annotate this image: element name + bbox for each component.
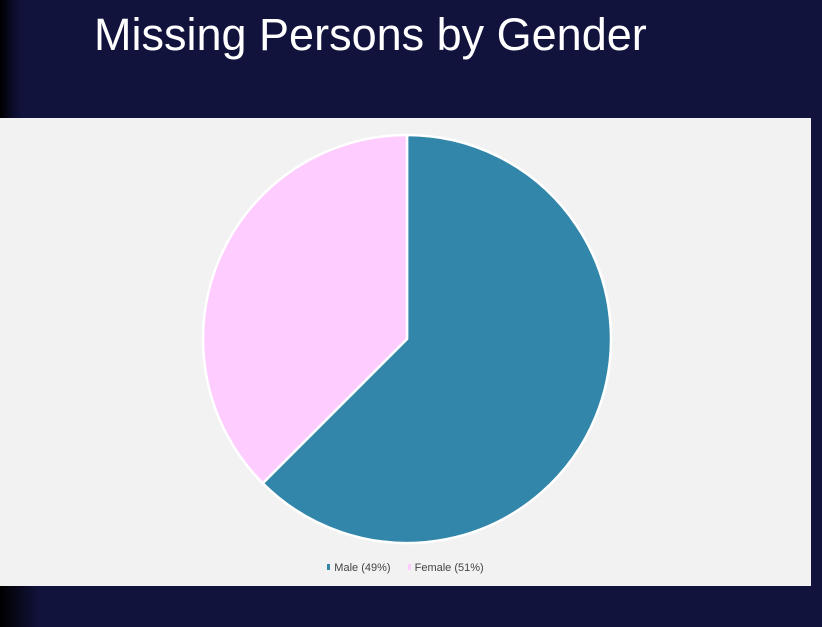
pie-slices <box>201 133 613 545</box>
legend-swatch-female <box>407 564 411 571</box>
legend-item-female: Female (51%) <box>407 562 484 575</box>
chart-panel: Male (49%) Female (51%) <box>0 118 811 586</box>
legend-label-male: Male (49%) <box>334 562 391 574</box>
legend-swatch-male <box>327 564 331 571</box>
chart-legend: Male (49%) Female (51%) <box>0 562 811 575</box>
pie-slice-male <box>261 133 613 545</box>
legend-label-female: Female (51%) <box>414 562 484 574</box>
slide-title: Missing Persons by Gender <box>94 9 647 60</box>
pie-slice-female <box>201 133 409 485</box>
slide-edge-shadow-lower <box>0 586 40 627</box>
legend-item-male: Male (49%) <box>327 562 391 575</box>
pie-chart <box>201 133 613 545</box>
